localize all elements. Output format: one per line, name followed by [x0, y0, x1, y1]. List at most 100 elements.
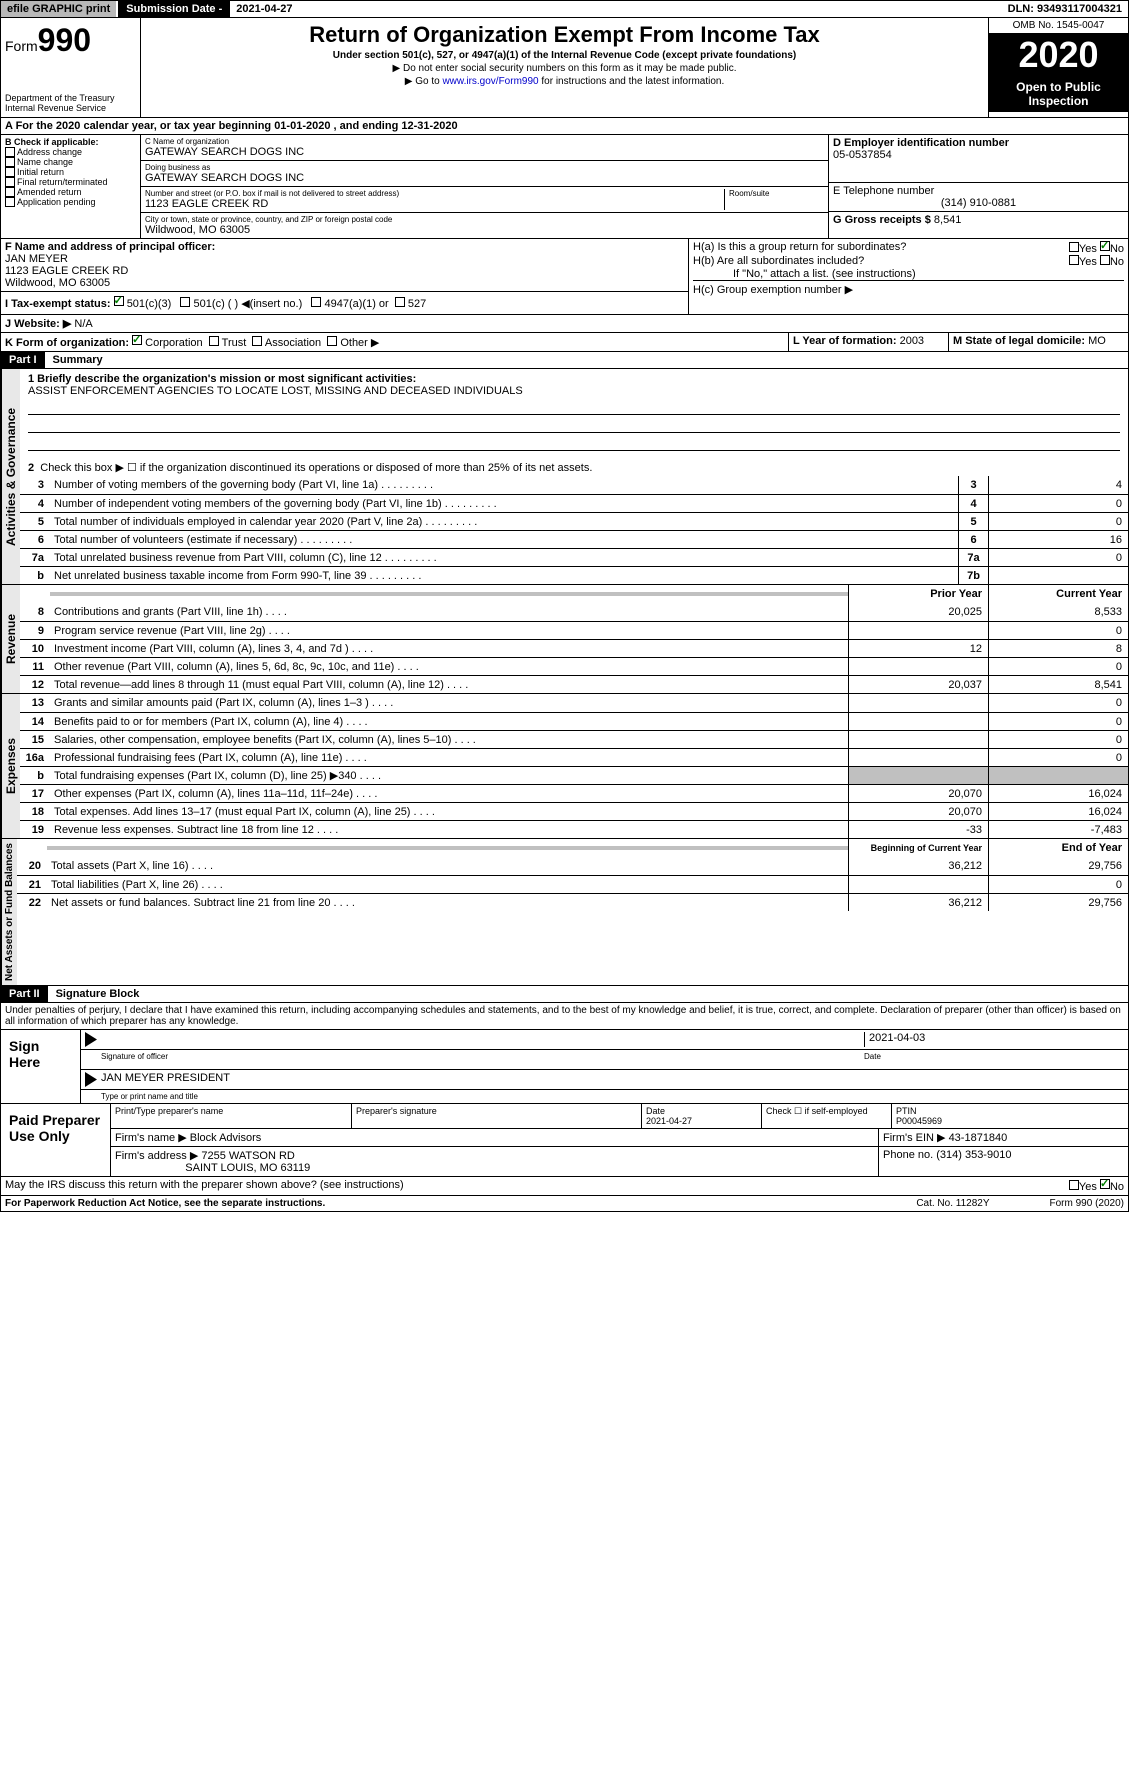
- ptin-value: P00045969: [896, 1116, 942, 1126]
- self-employed-check: Check ☐ if self-employed: [761, 1104, 891, 1129]
- ha-label: H(a) Is this a group return for subordin…: [693, 241, 906, 255]
- line-11: 11 Other revenue (Part VIII, column (A),…: [20, 657, 1128, 675]
- form-header: Form990 Department of the Treasury Inter…: [0, 18, 1129, 118]
- line-16a: 16a Professional fundraising fees (Part …: [20, 748, 1128, 766]
- hb-note: If "No," attach a list. (see instruction…: [693, 268, 1124, 280]
- final-return-checkbox[interactable]: [5, 177, 15, 187]
- hb-no-checkbox[interactable]: [1100, 255, 1110, 265]
- discuss-no-checkbox[interactable]: [1100, 1179, 1110, 1189]
- sign-date: 2021-04-03: [869, 1032, 1124, 1044]
- line-6: 6 Total number of volunteers (estimate i…: [20, 530, 1128, 548]
- line-21: 21 Total liabilities (Part X, line 26) .…: [17, 875, 1128, 893]
- discuss-row: May the IRS discuss this return with the…: [0, 1177, 1129, 1196]
- department-label: Department of the Treasury Internal Reve…: [5, 93, 136, 113]
- street-address: 1123 EAGLE CREEK RD: [145, 198, 724, 210]
- org-form-row: K Form of organization: Corporation Trus…: [0, 333, 1129, 352]
- 501c3-checkbox[interactable]: [114, 296, 124, 306]
- balance-headers-row: Beginning of Current Year End of Year: [17, 839, 1128, 857]
- year-formation: 2003: [900, 335, 924, 347]
- phone-value: (314) 910-0881: [833, 197, 1124, 209]
- name-change-checkbox[interactable]: [5, 157, 15, 167]
- pra-notice: For Paperwork Reduction Act Notice, see …: [5, 1198, 325, 1209]
- room-suite-label: Room/suite: [729, 189, 824, 198]
- org-name-label: C Name of organization: [145, 137, 824, 146]
- form-subtitle: Under section 501(c), 527, or 4947(a)(1)…: [145, 50, 984, 61]
- revenue-side-label: Revenue: [1, 585, 20, 693]
- gross-receipts-label: G Gross receipts $: [833, 214, 931, 226]
- officer-addr1: 1123 EAGLE CREEK RD: [5, 265, 684, 277]
- submission-date-label: Submission Date -: [118, 1, 230, 17]
- signature-section: Sign Here 2021-04-03 Signature of office…: [0, 1030, 1129, 1104]
- line-8: 8 Contributions and grants (Part VIII, l…: [20, 603, 1128, 621]
- org-name: GATEWAY SEARCH DOGS INC: [145, 146, 824, 158]
- other-checkbox[interactable]: [327, 336, 337, 346]
- hb-yes-checkbox[interactable]: [1069, 255, 1079, 265]
- application-pending-checkbox[interactable]: [5, 197, 15, 207]
- date-label: Date: [864, 1052, 1124, 1067]
- ha-yes-checkbox[interactable]: [1069, 242, 1079, 252]
- line-20: 20 Total assets (Part X, line 16) . . . …: [17, 857, 1128, 875]
- line-b: b Net unrelated business taxable income …: [20, 566, 1128, 584]
- submission-date: 2021-04-27: [230, 1, 298, 17]
- mission-text: ASSIST ENFORCEMENT AGENCIES TO LOCATE LO…: [28, 385, 1120, 397]
- governance-side-label: Activities & Governance: [1, 369, 20, 584]
- line-5: 5 Total number of individuals employed i…: [20, 512, 1128, 530]
- hc-label: H(c) Group exemption number ▶: [693, 280, 1124, 296]
- address-change-checkbox[interactable]: [5, 147, 15, 157]
- 4947-checkbox[interactable]: [311, 297, 321, 307]
- corporation-checkbox[interactable]: [132, 335, 142, 345]
- expenses-side-label: Expenses: [1, 694, 20, 838]
- line-7a: 7a Total unrelated business revenue from…: [20, 548, 1128, 566]
- signature-arrow-icon: [85, 1032, 97, 1047]
- city-state-zip: Wildwood, MO 63005: [145, 224, 824, 236]
- hb-label: H(b) Are all subordinates included?: [693, 255, 864, 268]
- 527-checkbox[interactable]: [395, 297, 405, 307]
- efile-label: efile GRAPHIC print: [1, 1, 116, 17]
- city-label: City or town, state or province, country…: [145, 215, 824, 224]
- expenses-section: Expenses 13 Grants and similar amounts p…: [0, 694, 1129, 839]
- period-text: A For the 2020 calendar year, or tax yea…: [1, 118, 462, 134]
- line-3: 3 Number of voting members of the govern…: [20, 476, 1128, 494]
- officer-signed-name: JAN MEYER PRESIDENT: [101, 1072, 230, 1087]
- trust-checkbox[interactable]: [209, 336, 219, 346]
- amended-return-checkbox[interactable]: [5, 187, 15, 197]
- dba-name: GATEWAY SEARCH DOGS INC: [145, 172, 824, 184]
- officer-group-block: F Name and address of principal officer:…: [0, 239, 1129, 315]
- header-note-1: ▶ Do not enter social security numbers o…: [145, 63, 984, 74]
- part-i-header: Part I Summary: [0, 352, 1129, 369]
- firm-phone: (314) 353-9010: [936, 1149, 1011, 1161]
- signature-label: Signature of officer: [101, 1052, 864, 1067]
- line-4: 4 Number of independent voting members o…: [20, 494, 1128, 512]
- line-14: 14 Benefits paid to or for members (Part…: [20, 712, 1128, 730]
- section-b-checkboxes: B Check if applicable: Address change Na…: [1, 135, 141, 238]
- firm-city: SAINT LOUIS, MO 63119: [185, 1162, 310, 1174]
- cat-number: Cat. No. 11282Y: [916, 1198, 989, 1209]
- address-label: Number and street (or P.O. box if mail i…: [145, 189, 724, 198]
- initial-return-checkbox[interactable]: [5, 167, 15, 177]
- form-title: Return of Organization Exempt From Incom…: [145, 22, 984, 48]
- mission-label: 1 Briefly describe the organization's mi…: [28, 373, 1120, 385]
- officer-name: JAN MEYER: [5, 253, 684, 265]
- omb-number: OMB No. 1545-0047: [989, 18, 1128, 34]
- form-footer: Form 990 (2020): [1050, 1198, 1124, 1209]
- footer: For Paperwork Reduction Act Notice, see …: [0, 1196, 1129, 1212]
- instructions-link[interactable]: www.irs.gov/Form990: [442, 76, 538, 87]
- name-arrow-icon: [85, 1072, 97, 1087]
- firm-ein: 43-1871840: [949, 1132, 1008, 1144]
- line-12: 12 Total revenue—add lines 8 through 11 …: [20, 675, 1128, 693]
- discuss-yes-checkbox[interactable]: [1069, 1180, 1079, 1190]
- line-2-text: Check this box ▶ ☐ if the organization d…: [40, 462, 592, 474]
- gross-receipts-value: 8,541: [934, 214, 962, 226]
- line-10: 10 Investment income (Part VIII, column …: [20, 639, 1128, 657]
- association-checkbox[interactable]: [252, 336, 262, 346]
- paid-preparer-section: Paid Preparer Use Only Print/Type prepar…: [0, 1104, 1129, 1177]
- period-row: A For the 2020 calendar year, or tax yea…: [0, 118, 1129, 135]
- state-domicile: MO: [1088, 335, 1106, 347]
- line-17: 17 Other expenses (Part IX, column (A), …: [20, 784, 1128, 802]
- ha-no-checkbox[interactable]: [1100, 241, 1110, 251]
- 501c-checkbox[interactable]: [180, 297, 190, 307]
- line-b: b Total fundraising expenses (Part IX, c…: [20, 766, 1128, 784]
- sign-here-label: Sign Here: [1, 1030, 81, 1103]
- line-19: 19 Revenue less expenses. Subtract line …: [20, 820, 1128, 838]
- preparer-sig-header: Preparer's signature: [351, 1104, 641, 1129]
